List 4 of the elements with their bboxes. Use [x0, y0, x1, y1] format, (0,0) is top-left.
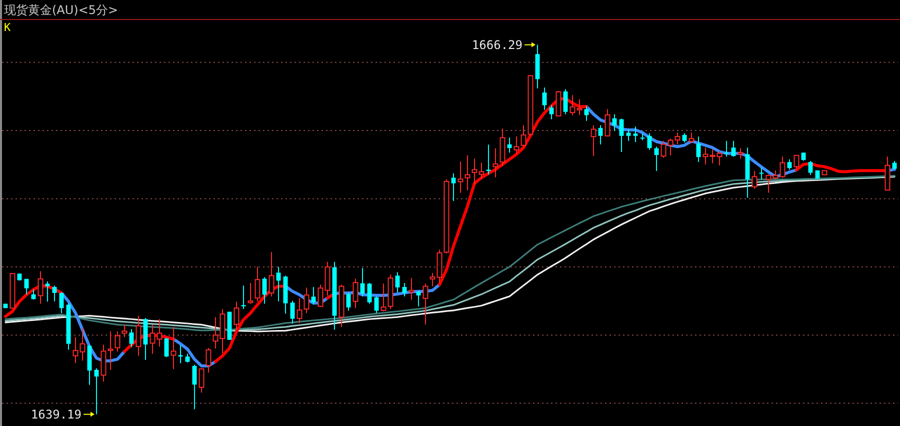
annotation: 1639.19 — [30, 407, 82, 422]
text: K — [4, 21, 11, 34]
chart-title: 现货黄金(AU)<5分> — [4, 3, 118, 17]
annotation: 1666.29 — [472, 38, 522, 52]
